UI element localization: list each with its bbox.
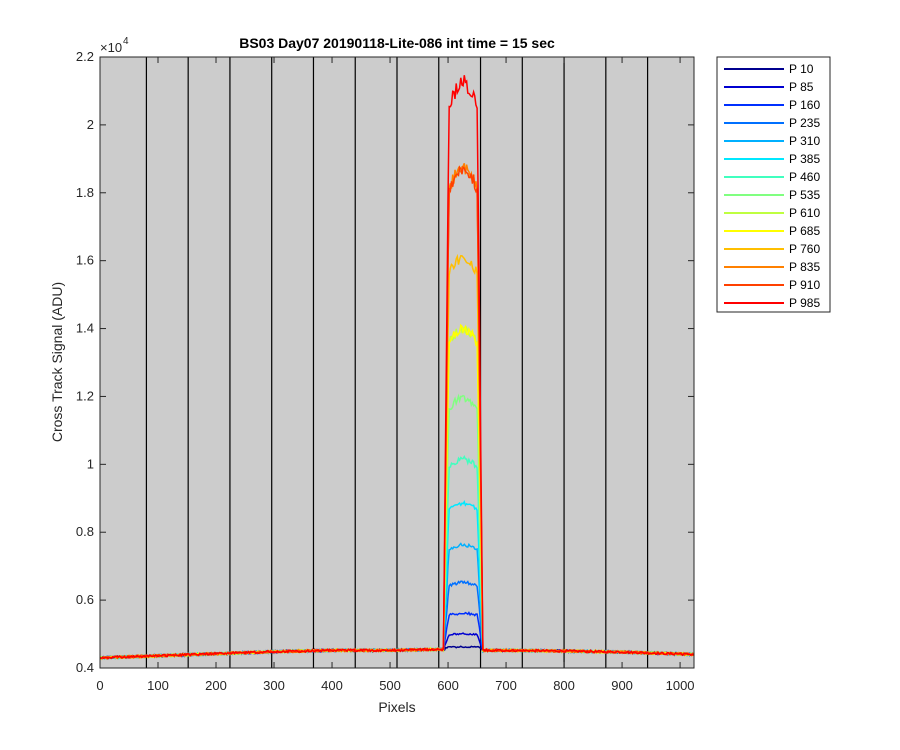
- legend-label-5: P 385: [789, 152, 820, 166]
- y-tick-label-6: 1.6: [76, 253, 94, 268]
- y-exponent-base: ×10: [100, 40, 122, 55]
- x-tick-label-4: 400: [321, 678, 343, 693]
- legend-label-13: P 985: [789, 296, 820, 310]
- x-tick-label-5: 500: [379, 678, 401, 693]
- legend-label-2: P 160: [789, 98, 820, 112]
- y-tick-label-5: 1.4: [76, 321, 94, 336]
- x-tick-label-7: 700: [495, 678, 517, 693]
- x-tick-label-10: 1000: [666, 678, 695, 693]
- y-tick-label-1: 0.6: [76, 592, 94, 607]
- x-tick-label-1: 100: [147, 678, 169, 693]
- series-line-p985: [99, 75, 695, 660]
- legend-label-12: P 910: [789, 278, 820, 292]
- legend-label-6: P 460: [789, 170, 820, 184]
- divider-lines: [145, 57, 649, 668]
- legend-label-3: P 235: [789, 116, 820, 130]
- x-tick-label-0: 0: [96, 678, 103, 693]
- y-tick-label-4: 1.2: [76, 388, 94, 403]
- legend-label-4: P 310: [789, 134, 820, 148]
- x-tick-label-6: 600: [437, 678, 459, 693]
- plot-frame: [99, 56, 695, 669]
- legend-box: [716, 56, 831, 313]
- legend-label-7: P 535: [789, 188, 820, 202]
- y-tick-label-9: 2.2: [76, 49, 94, 64]
- y-axis-label: Cross Track Signal (ADU): [49, 282, 65, 442]
- y-exponent-power: 4: [123, 36, 129, 47]
- y-tick-label-0: 0.4: [76, 660, 94, 675]
- x-axis: 0 100 200 300 400 500 600 700 800 900 1000: [96, 57, 695, 693]
- chart-title: BS03 Day07 20190118-Lite-086 int time = …: [239, 35, 555, 51]
- y-tick-label-7: 1.8: [76, 185, 94, 200]
- y-axis: 0.4 0.6 0.8 1 1.2 1.4 1.6 1.8 2 2.2: [76, 49, 694, 675]
- legend-label-8: P 610: [789, 206, 820, 220]
- x-tick-label-8: 800: [553, 678, 575, 693]
- y-tick-label-8: 2: [87, 117, 94, 132]
- legend-label-9: P 685: [789, 224, 820, 238]
- legend-label-0: P 10: [789, 62, 814, 76]
- x-tick-label-3: 300: [263, 678, 285, 693]
- series-layer: [99, 75, 695, 661]
- x-tick-label-2: 200: [205, 678, 227, 693]
- legend-label-1: P 85: [789, 80, 814, 94]
- x-tick-label-9: 900: [611, 678, 633, 693]
- y-tick-label-2: 0.8: [76, 524, 94, 539]
- legend-label-10: P 760: [789, 242, 820, 256]
- x-axis-label: Pixels: [378, 699, 415, 715]
- y-tick-label-3: 1: [87, 456, 94, 471]
- legend: P 10 P 85 P 160 P 235 P 310 P 385 P 460 P 535 P …: [716, 56, 831, 313]
- legend-label-11: P 835: [789, 260, 820, 274]
